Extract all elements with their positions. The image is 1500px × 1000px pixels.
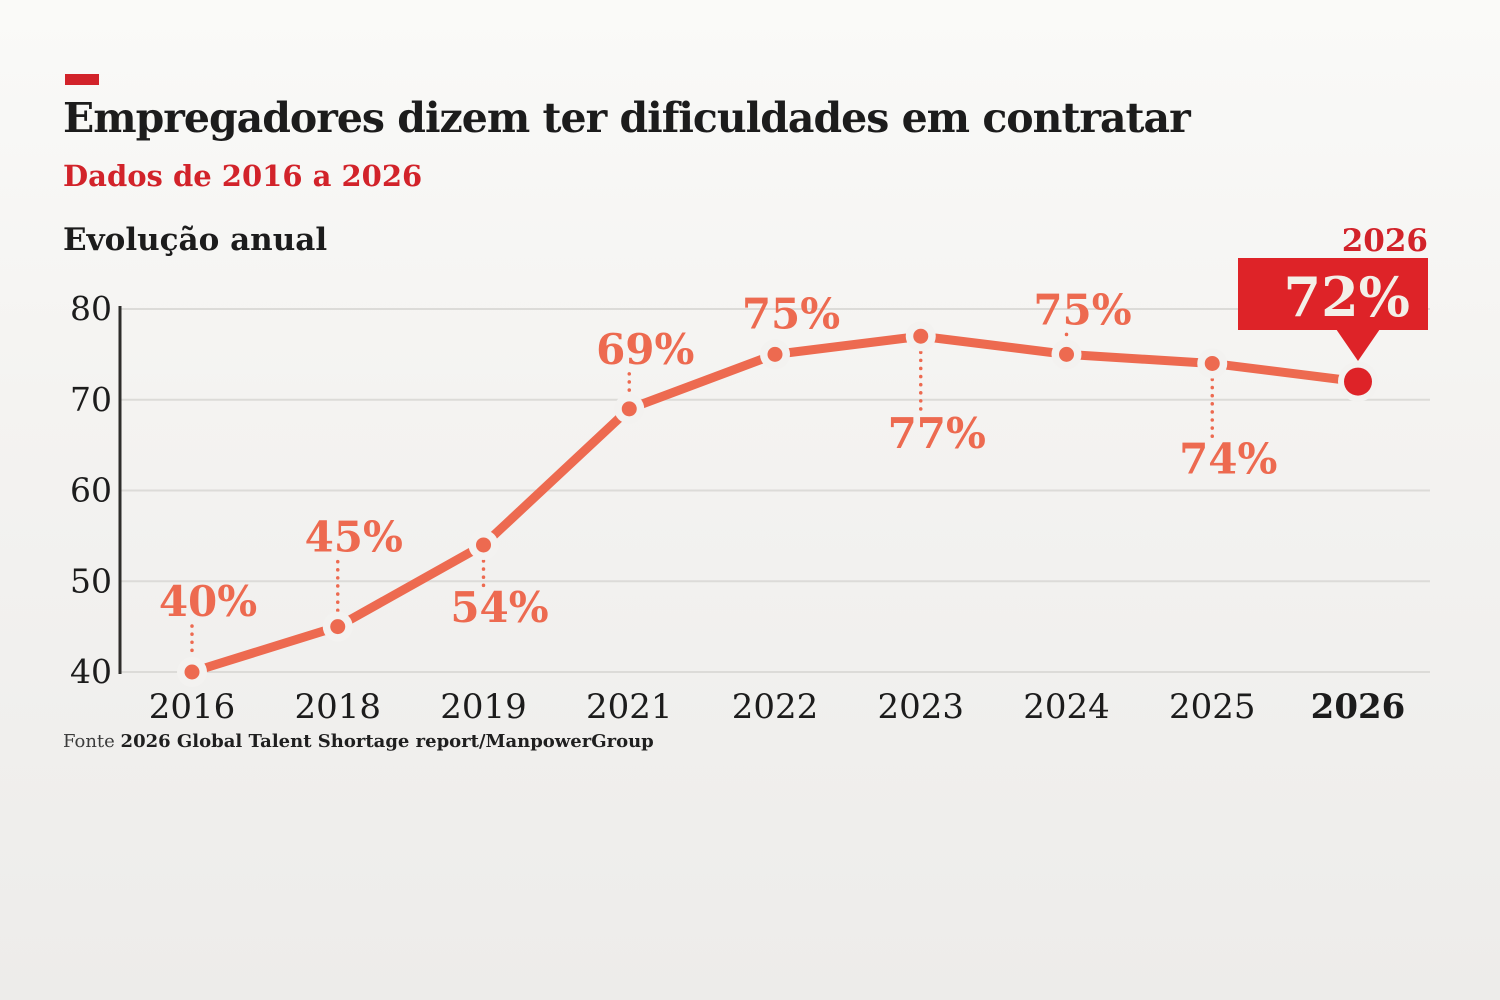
data-point [767, 346, 783, 362]
data-point [1204, 355, 1220, 371]
red-dash-accent [65, 74, 99, 85]
x-axis-tick-label: 2022 [732, 687, 819, 727]
page-title: Empregadores dizem ter dificuldades em c… [63, 94, 1191, 142]
x-axis-tick-label: 2019 [440, 687, 527, 727]
callout-pointer [1336, 329, 1380, 361]
data-label: 45% [305, 513, 403, 562]
source-line: Fonte 2026 Global Talent Shortage report… [63, 731, 654, 752]
data-label: 54% [450, 583, 548, 632]
page-subtitle: Dados de 2016 a 2026 [63, 159, 423, 193]
y-axis-tick-label: 70 [70, 380, 112, 419]
x-axis-tick-label: 2024 [1023, 687, 1110, 727]
trend-line [187, 331, 1363, 677]
data-label: 75% [742, 289, 840, 338]
y-axis-tick-label: 40 [70, 652, 112, 691]
data-label: 69% [596, 325, 694, 374]
x-axis-tick-label: 2023 [877, 687, 964, 727]
callout-year-label: 2026 [1342, 223, 1428, 259]
data-point [184, 664, 200, 680]
x-axis-tick-label: 2016 [149, 687, 236, 727]
source-text: 2026 Global Talent Shortage report/Manpo… [120, 731, 654, 752]
x-axis-tick-label: 2018 [294, 687, 381, 727]
y-axis-tick-label: 80 [70, 289, 112, 328]
x-axis-tick-label: 2021 [586, 687, 673, 727]
callout-box [1238, 258, 1428, 330]
y-axis-tick-label: 60 [70, 471, 112, 510]
data-point [1059, 346, 1074, 362]
y-axis-tick-label: 50 [70, 561, 112, 600]
data-point [621, 401, 637, 417]
data-label: 40% [159, 577, 257, 626]
data-point [476, 537, 491, 553]
x-axis-tick-label: 2026 [1311, 687, 1406, 727]
data-label: 74% [1179, 434, 1277, 483]
data-point [1344, 367, 1372, 396]
callout-value-label: 72% [1284, 265, 1410, 329]
data-label: 75% [1033, 285, 1131, 334]
chart-title: Evolução anual [63, 222, 328, 258]
data-point [330, 619, 346, 635]
source-prefix: Fonte [63, 731, 121, 752]
data-point [913, 328, 929, 344]
data-label: 77% [888, 409, 986, 458]
x-axis-tick-label: 2025 [1169, 687, 1256, 727]
